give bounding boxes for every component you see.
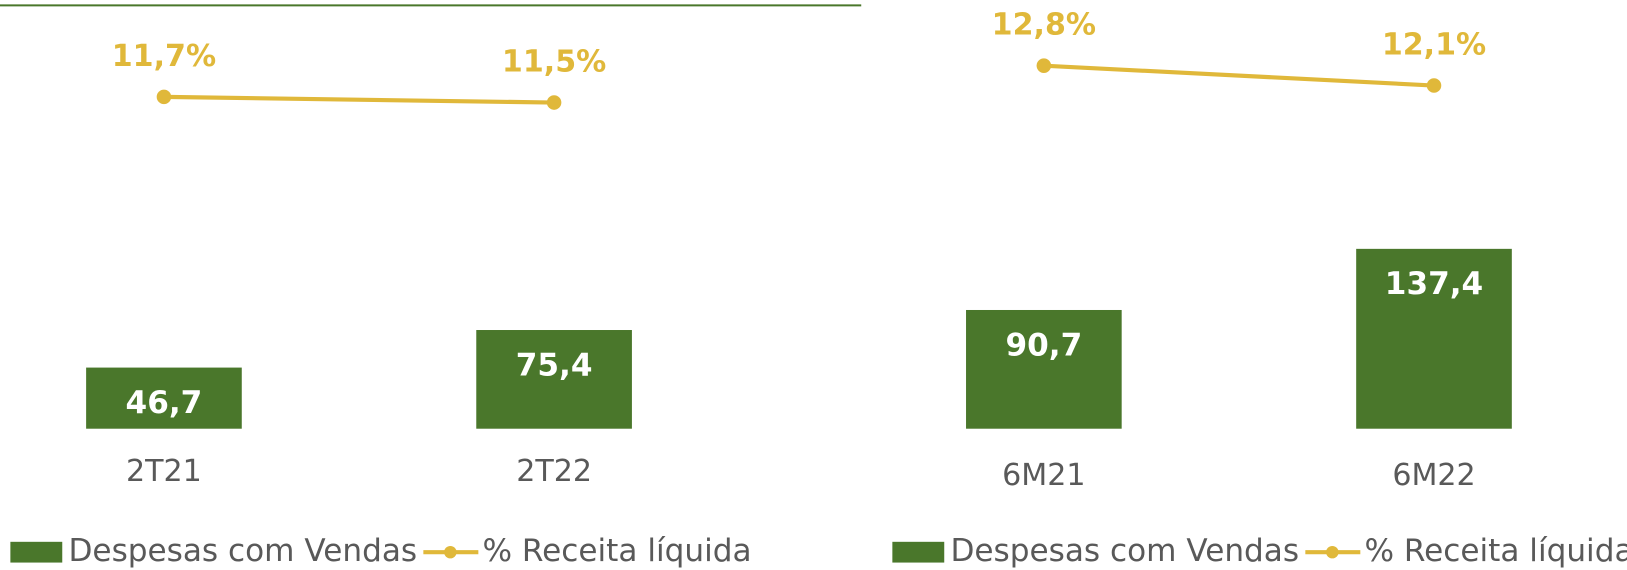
line <box>1043 63 1435 88</box>
data-label: 11,7% <box>112 39 216 74</box>
legend-label: % Receita líquida <box>1364 533 1627 569</box>
x-tick-label: 2T21 <box>126 454 202 489</box>
data-label: 75,4 <box>516 347 593 383</box>
bar <box>1356 248 1512 429</box>
line-marker <box>546 95 562 110</box>
data-label: 12,8% <box>992 8 1096 43</box>
data-label: 90,7 <box>1005 327 1082 363</box>
x-tick-label: 2T22 <box>516 454 592 489</box>
legend-label: Despesas com Vendas <box>68 533 417 569</box>
legend-swatch <box>10 541 63 563</box>
bar <box>966 309 1122 429</box>
data-label: 12,1% <box>1382 28 1486 63</box>
line-marker <box>1036 58 1052 73</box>
line-marker <box>1426 78 1442 93</box>
line <box>163 94 555 105</box>
legend-label: % Receita líquida <box>482 533 751 569</box>
legend-swatch <box>892 541 945 563</box>
line-marker <box>156 89 172 105</box>
bar <box>86 367 242 429</box>
bar <box>476 330 632 429</box>
legend-marker <box>444 545 457 559</box>
data-label: 46,7 <box>126 385 203 421</box>
x-tick-label: 6M21 <box>1002 458 1085 493</box>
data-label: 11,5% <box>502 45 606 80</box>
data-label: 137,4 <box>1385 266 1483 302</box>
legend-label: Despesas com Vendas <box>950 533 1299 569</box>
x-tick-label: 6M22 <box>1392 458 1475 493</box>
legend-marker <box>1326 545 1339 559</box>
